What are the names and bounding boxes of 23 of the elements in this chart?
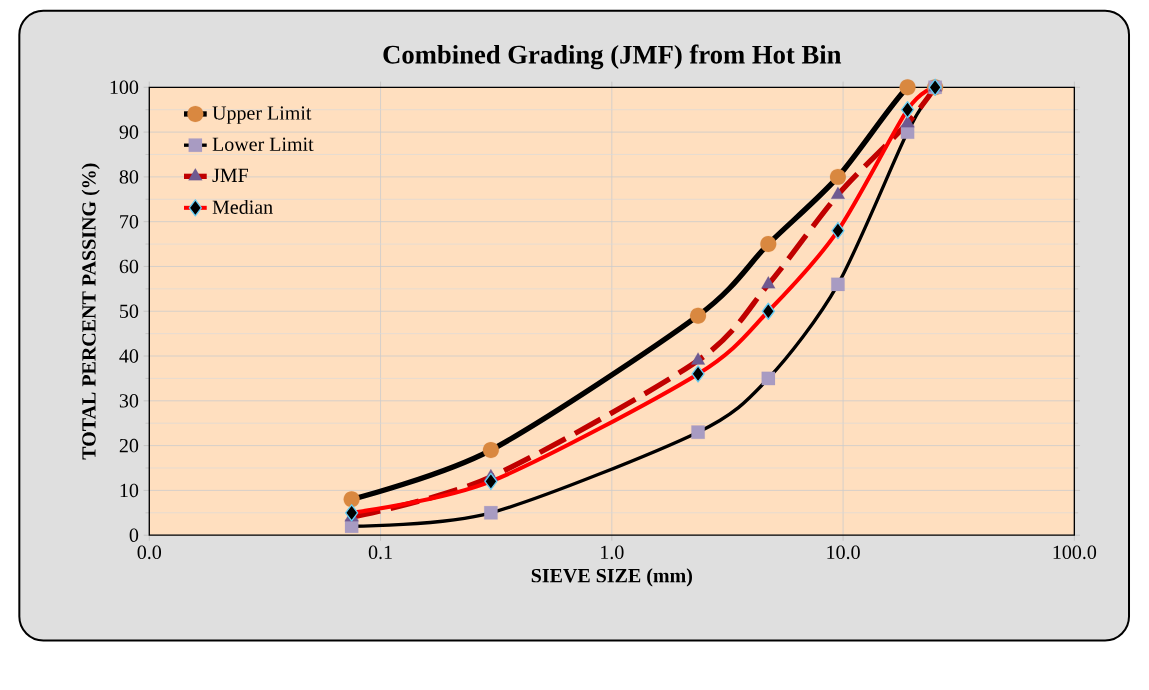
y-tick-label: 30	[119, 394, 139, 408]
y-tick-label: 50	[120, 304, 139, 319]
y-tick-label: 100	[110, 80, 139, 95]
y-tick-label: 80	[119, 170, 139, 184]
y-tick-label: 10	[120, 483, 139, 498]
y-tick-label: 0	[129, 528, 139, 543]
legend-label: JMF	[212, 168, 248, 183]
x-tick-label: 0.1	[368, 545, 392, 560]
y-tick-label: 20	[119, 438, 139, 453]
y-tick-label: 90	[119, 125, 139, 139]
x-tick-label: 10.0	[827, 545, 860, 560]
y-axis-title: TOTAL PERCENT PASSING (%)	[81, 163, 100, 460]
legend-label: Upper Limit	[212, 106, 312, 124]
y-tick-label: 40	[119, 349, 139, 363]
legend-label: Lower Limit	[212, 137, 314, 152]
y-tick-label: 70	[120, 215, 139, 229]
y-tick-label: 60	[119, 259, 139, 274]
x-tick-label: 0.0	[137, 545, 162, 560]
x-tick-label: 100.0	[1053, 545, 1097, 560]
x-axis-title: SIEVE SIZE (mm)	[531, 568, 692, 587]
x-tick-label: 1.0	[601, 545, 624, 560]
legend-label: Median	[212, 200, 273, 215]
chart-title: Combined Grading (JMF) from Hot Bin	[383, 44, 842, 70]
